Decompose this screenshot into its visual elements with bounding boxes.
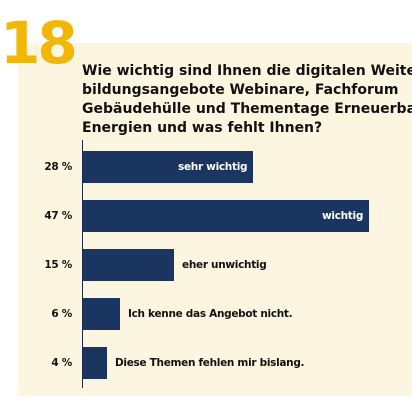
bar bbox=[83, 200, 369, 232]
value-label: 28 % bbox=[44, 161, 72, 173]
category-label: Ich kenne das Angebot nicht. bbox=[128, 308, 293, 320]
bar bbox=[83, 347, 107, 379]
value-label: 15 % bbox=[44, 259, 72, 271]
question-line: Energien und was fehlt Ihnen? bbox=[82, 120, 323, 136]
question-line: Gebäudehülle und Thementage Erneuerbare bbox=[82, 101, 412, 117]
category-label: wichtig bbox=[322, 210, 364, 222]
category-label: Diese Themen fehlen mir bislang. bbox=[115, 357, 305, 369]
question-line: bildungsangebote Webinare, Fachforum bbox=[82, 82, 399, 98]
question-number: 18 bbox=[0, 9, 78, 77]
bar bbox=[83, 249, 174, 281]
bar bbox=[83, 298, 120, 330]
value-label: 6 % bbox=[51, 308, 72, 320]
value-label: 47 % bbox=[44, 210, 72, 222]
value-label: 4 % bbox=[51, 357, 72, 369]
category-axis-line bbox=[82, 140, 83, 388]
category-label: eher unwichtig bbox=[182, 259, 267, 271]
question-line: Wie wichtig sind Ihnen die digitalen Wei… bbox=[82, 63, 412, 79]
question-text: Wie wichtig sind Ihnen die digitalen Wei… bbox=[82, 62, 412, 138]
bar bbox=[83, 151, 253, 183]
category-label: sehr wichtig bbox=[178, 161, 248, 173]
